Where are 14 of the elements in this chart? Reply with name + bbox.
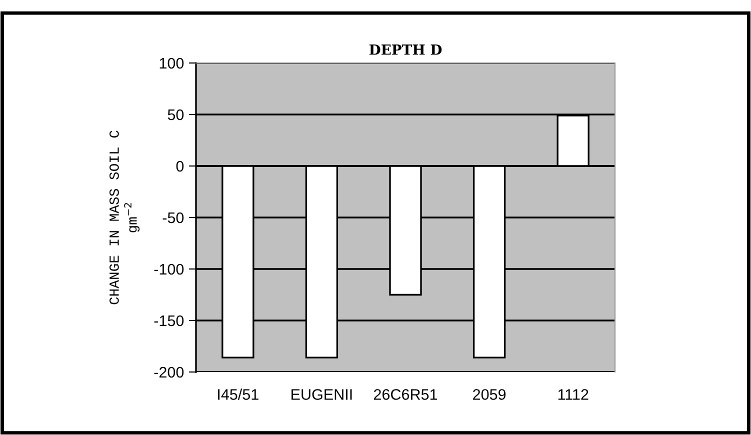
x-tick-label: 1112 xyxy=(558,389,588,400)
x-tick-label: 26C6R51 xyxy=(374,389,438,400)
y-axis-title: CHANGE IN MASS SOIL C gm$^{−2}$ xyxy=(109,130,140,304)
y-tick-label: -100 xyxy=(154,264,184,275)
y-tick-label: 50 xyxy=(168,109,184,120)
y-tick-label: -150 xyxy=(154,315,184,326)
x-tick-label: 2059 xyxy=(473,389,506,400)
y-tick-label: 100 xyxy=(160,58,184,69)
y-tick-label: -200 xyxy=(154,366,184,378)
x-tick-label: EUGENII xyxy=(292,389,352,400)
chart-title: DEPTH D xyxy=(369,44,442,55)
y-tick-label: 0 xyxy=(176,160,184,172)
y-tick-label: -50 xyxy=(162,212,184,224)
x-tick-label: I45/51 xyxy=(218,388,258,400)
